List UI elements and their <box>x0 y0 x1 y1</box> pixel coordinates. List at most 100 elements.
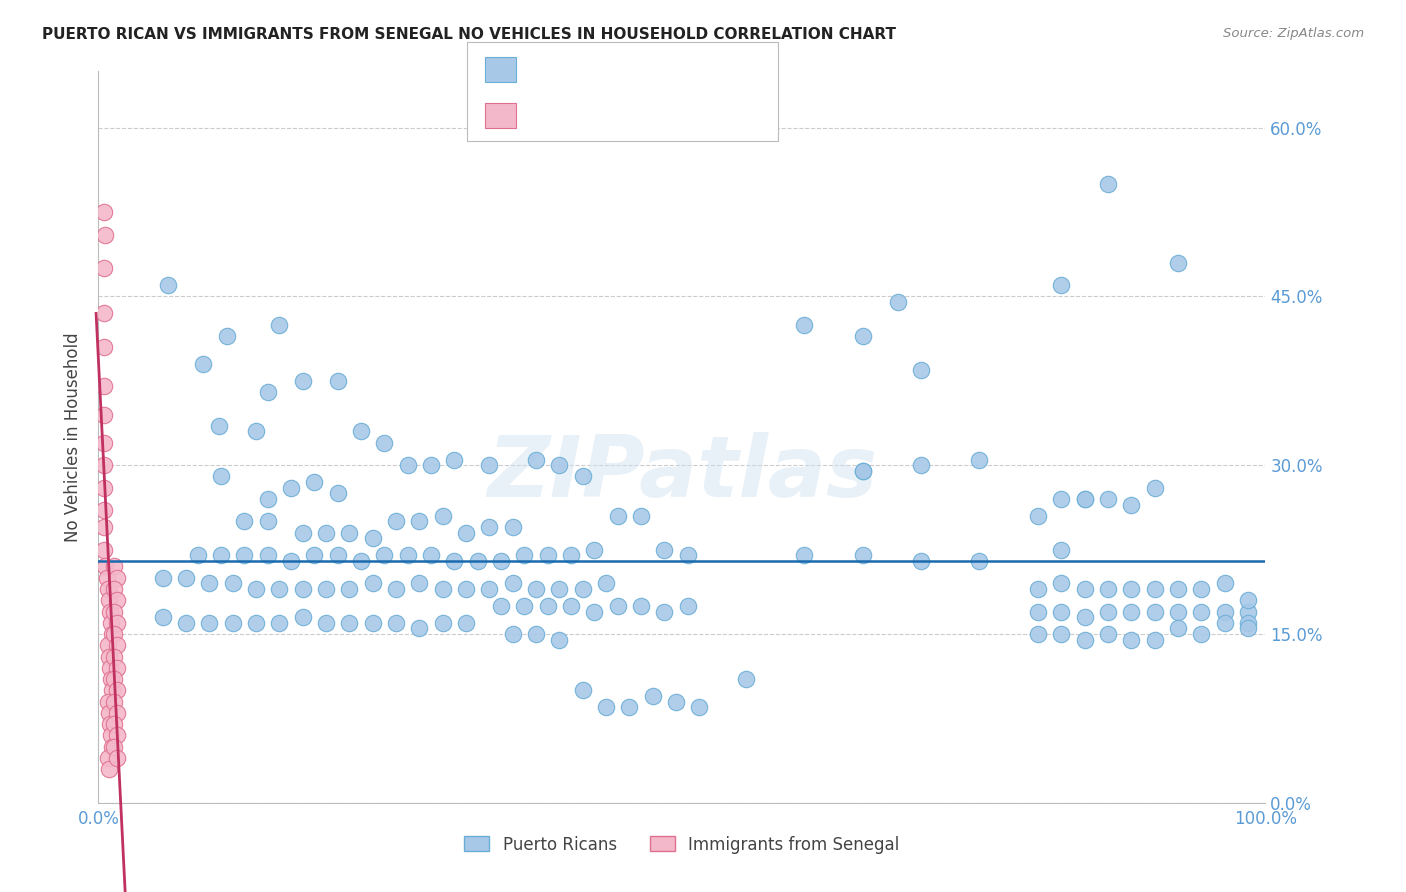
Point <box>1237 621 1260 635</box>
Point <box>560 548 582 562</box>
Point <box>105 593 128 607</box>
Legend: Puerto Ricans, Immigrants from Senegal: Puerto Ricans, Immigrants from Senegal <box>457 829 907 860</box>
Point <box>100 672 122 686</box>
Text: R =: R = <box>524 56 561 74</box>
Text: 50: 50 <box>672 74 693 92</box>
Point <box>1213 576 1236 591</box>
Text: N =: N = <box>627 74 675 92</box>
Point <box>97 638 120 652</box>
Point <box>103 559 125 574</box>
Point <box>408 621 430 635</box>
Point <box>361 615 384 630</box>
Point <box>420 548 443 562</box>
Point <box>502 576 524 591</box>
Point <box>1050 605 1073 619</box>
Point <box>315 525 337 540</box>
Point <box>97 694 120 708</box>
Point <box>245 425 267 439</box>
Point <box>1073 582 1095 596</box>
Point <box>98 717 121 731</box>
Text: PUERTO RICAN VS IMMIGRANTS FROM SENEGAL NO VEHICLES IN HOUSEHOLD CORRELATION CHA: PUERTO RICAN VS IMMIGRANTS FROM SENEGAL … <box>42 27 896 42</box>
Point <box>350 554 373 568</box>
Point <box>793 318 815 332</box>
Point <box>245 582 267 596</box>
Point <box>1189 582 1212 596</box>
Point <box>215 328 238 343</box>
Point <box>548 582 571 596</box>
Point <box>1121 498 1143 512</box>
Point <box>969 554 991 568</box>
Point <box>583 542 606 557</box>
Point <box>280 554 302 568</box>
Point <box>105 683 128 698</box>
Point <box>1097 177 1119 191</box>
Point <box>676 599 699 613</box>
Point <box>852 328 875 343</box>
Point <box>396 458 419 473</box>
Point <box>1143 582 1166 596</box>
Point <box>1143 481 1166 495</box>
Point <box>385 582 408 596</box>
Point <box>1097 627 1119 641</box>
Point <box>1026 605 1049 619</box>
Point <box>93 261 115 276</box>
Point <box>221 615 243 630</box>
Point <box>1050 627 1073 641</box>
Point <box>630 508 652 523</box>
Point <box>103 582 125 596</box>
Point <box>654 542 676 557</box>
Point <box>735 672 758 686</box>
Point <box>887 295 910 310</box>
Point <box>408 576 430 591</box>
Point <box>454 615 477 630</box>
Point <box>524 627 547 641</box>
Point <box>256 491 278 506</box>
Point <box>157 278 180 293</box>
Point <box>665 694 688 708</box>
Point <box>337 615 360 630</box>
Point <box>1026 582 1049 596</box>
Point <box>478 520 501 534</box>
Point <box>583 605 606 619</box>
Point <box>304 475 326 489</box>
Point <box>93 340 115 354</box>
Point <box>101 683 124 698</box>
Point <box>1097 605 1119 619</box>
Point <box>1121 632 1143 647</box>
Point <box>93 458 115 473</box>
Point <box>396 548 419 562</box>
Point <box>93 520 115 534</box>
Point <box>291 610 314 624</box>
Point <box>187 548 209 562</box>
Point <box>630 599 652 613</box>
Point <box>1167 605 1189 619</box>
Point <box>105 571 128 585</box>
Point <box>350 425 373 439</box>
Point <box>245 615 267 630</box>
Point <box>524 452 547 467</box>
Point <box>619 700 641 714</box>
Point <box>103 739 125 754</box>
Point <box>326 548 349 562</box>
Point <box>152 610 174 624</box>
Point <box>193 357 215 371</box>
Point <box>361 576 384 591</box>
Point <box>105 706 128 720</box>
Point <box>361 532 384 546</box>
Point <box>103 672 125 686</box>
Point <box>93 379 115 393</box>
Point <box>97 582 120 596</box>
Point <box>93 542 115 557</box>
Point <box>103 694 125 708</box>
Point <box>315 615 337 630</box>
Point <box>385 515 408 529</box>
Point <box>524 582 547 596</box>
Point <box>1050 491 1073 506</box>
Point <box>641 689 664 703</box>
Point <box>910 362 932 376</box>
Point <box>385 615 408 630</box>
Point <box>98 605 121 619</box>
Point <box>1143 632 1166 647</box>
Text: -0.305: -0.305 <box>564 74 617 92</box>
Point <box>1167 621 1189 635</box>
